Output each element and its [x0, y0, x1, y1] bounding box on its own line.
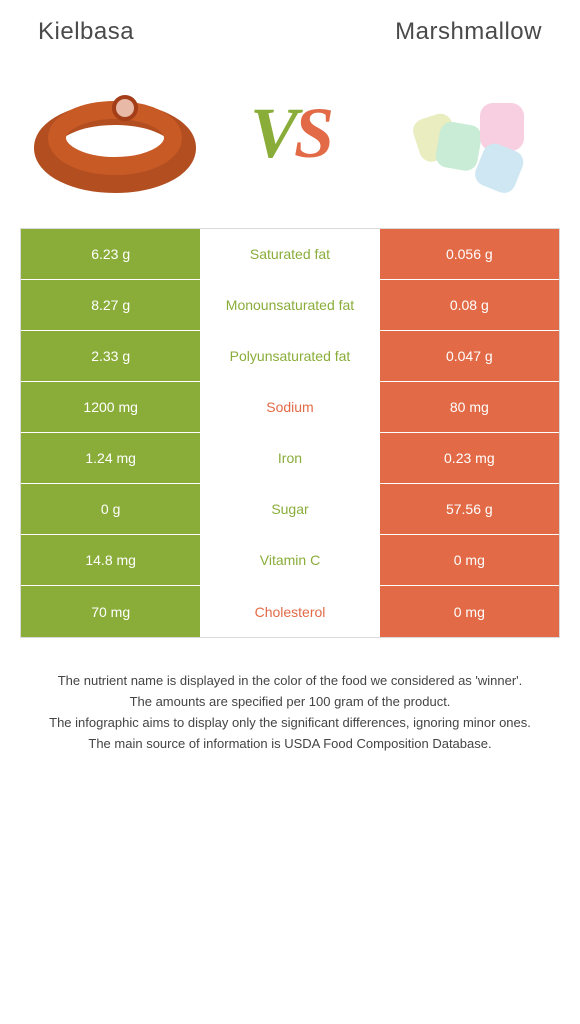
- right-value: 57.56 g: [380, 484, 559, 534]
- left-value: 6.23 g: [21, 229, 200, 279]
- right-value: 0 mg: [380, 586, 559, 637]
- right-value: 0.08 g: [380, 280, 559, 330]
- nutrient-label: Polyunsaturated fat: [200, 331, 379, 381]
- nutrient-label: Saturated fat: [200, 229, 379, 279]
- nutrient-label: Vitamin C: [200, 535, 379, 585]
- footnotes: The nutrient name is displayed in the co…: [0, 638, 580, 753]
- marshmallow-image: [380, 68, 550, 198]
- vs-label: VS: [250, 92, 330, 175]
- left-value: 1200 mg: [21, 382, 200, 432]
- nutrient-label: Monounsaturated fat: [200, 280, 379, 330]
- nutrient-label: Sodium: [200, 382, 379, 432]
- table-row: 14.8 mgVitamin C0 mg: [21, 535, 559, 586]
- table-row: 1200 mgSodium80 mg: [21, 382, 559, 433]
- vs-s: S: [294, 93, 330, 173]
- kielbasa-image: [30, 68, 200, 198]
- vs-v: V: [250, 93, 294, 173]
- left-value: 8.27 g: [21, 280, 200, 330]
- note-line: The amounts are specified per 100 gram o…: [24, 693, 556, 712]
- nutrient-label: Iron: [200, 433, 379, 483]
- left-value: 2.33 g: [21, 331, 200, 381]
- right-value: 0.056 g: [380, 229, 559, 279]
- left-value: 1.24 mg: [21, 433, 200, 483]
- nutrient-label: Sugar: [200, 484, 379, 534]
- comparison-table: 6.23 gSaturated fat0.056 g8.27 gMonounsa…: [20, 228, 560, 638]
- nutrient-label: Cholesterol: [200, 586, 379, 637]
- note-line: The infographic aims to display only the…: [24, 714, 556, 733]
- right-value: 0 mg: [380, 535, 559, 585]
- right-value: 0.23 mg: [380, 433, 559, 483]
- left-value: 70 mg: [21, 586, 200, 637]
- table-row: 1.24 mgIron0.23 mg: [21, 433, 559, 484]
- table-row: 2.33 gPolyunsaturated fat0.047 g: [21, 331, 559, 382]
- right-value: 80 mg: [380, 382, 559, 432]
- table-row: 0 gSugar57.56 g: [21, 484, 559, 535]
- left-value: 0 g: [21, 484, 200, 534]
- images-row: VS: [0, 58, 580, 228]
- table-row: 8.27 gMonounsaturated fat0.08 g: [21, 280, 559, 331]
- table-row: 6.23 gSaturated fat0.056 g: [21, 229, 559, 280]
- table-row: 70 mgCholesterol0 mg: [21, 586, 559, 637]
- left-value: 14.8 mg: [21, 535, 200, 585]
- note-line: The main source of information is USDA F…: [24, 735, 556, 754]
- note-line: The nutrient name is displayed in the co…: [24, 672, 556, 691]
- header: Kielbasa Marshmallow: [0, 0, 580, 58]
- right-food-title: Marshmallow: [395, 18, 542, 46]
- right-value: 0.047 g: [380, 331, 559, 381]
- left-food-title: Kielbasa: [38, 18, 134, 46]
